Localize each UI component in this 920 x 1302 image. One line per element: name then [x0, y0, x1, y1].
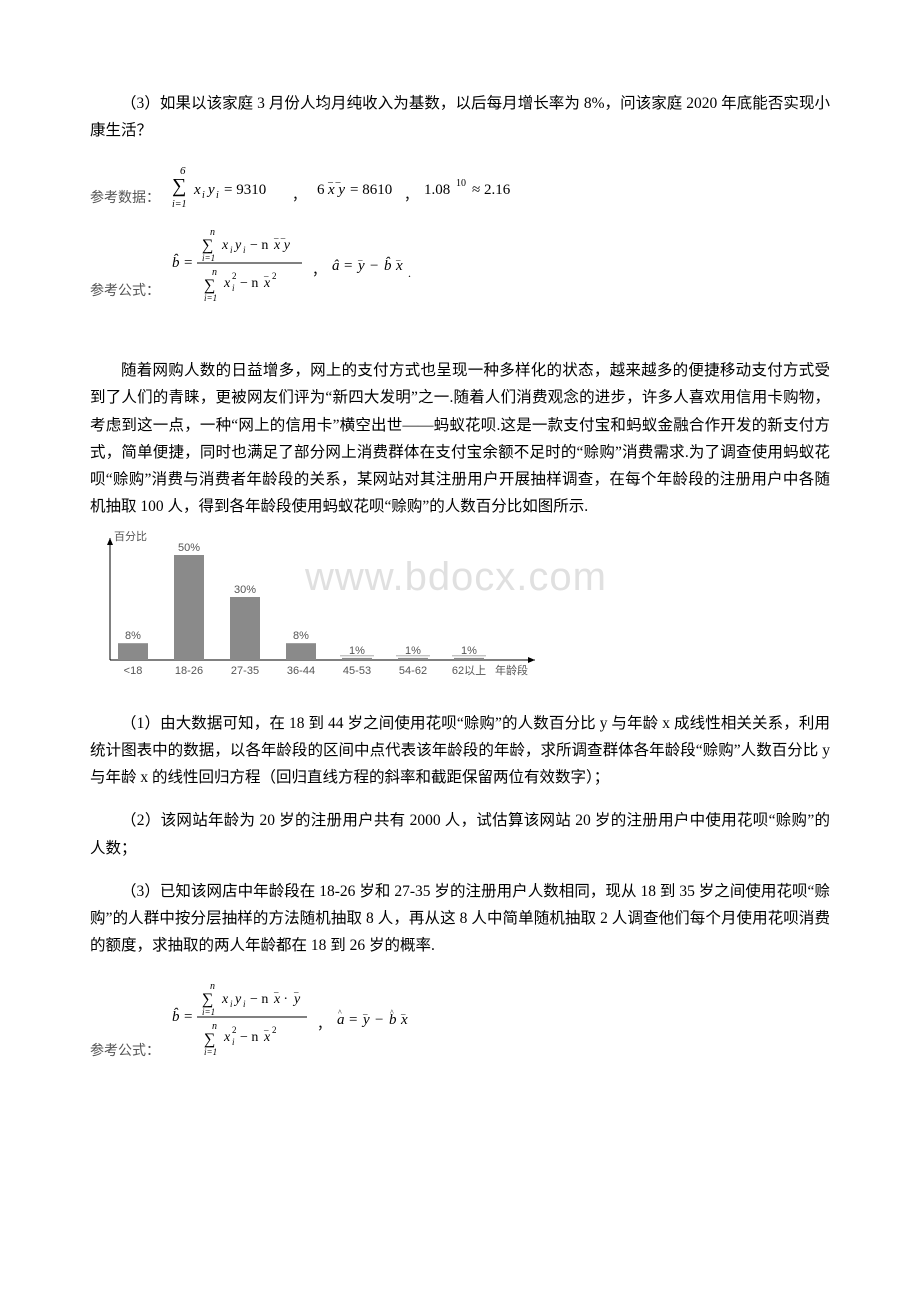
svg-text:y: y — [233, 238, 242, 253]
svg-text:8%: 8% — [293, 630, 309, 642]
svg-text:.: . — [408, 266, 411, 280]
s1-q3: （3）如果以该家庭 3 月份人均月纯收入为基数，以后每月增长率为 8%，问该家庭… — [90, 90, 830, 144]
svg-text:30%: 30% — [234, 584, 256, 596]
svg-text:x: x — [263, 1030, 271, 1045]
svg-text:− n: − n — [250, 992, 268, 1007]
ref-data-block: 参考数据： 6 ∑ i=1 x i y i = 9310 ， 6 _ _ x y… — [90, 162, 830, 310]
svg-text:− n: − n — [240, 276, 258, 291]
s2-q2: （2）该网站年龄为 20 岁的注册用户共有 2000 人，试估算该网站 20 岁… — [90, 807, 830, 861]
svg-text:y: y — [206, 182, 215, 198]
svg-text:i: i — [232, 283, 235, 293]
svg-text:− n: − n — [250, 238, 268, 253]
svg-text:x ·: x · — [273, 992, 287, 1007]
svg-text:−: − — [375, 1012, 383, 1028]
svg-text:â: â — [332, 258, 340, 274]
svg-text:∑: ∑ — [202, 991, 213, 1008]
svg-text:2: 2 — [232, 1025, 237, 1035]
svg-text:i=1: i=1 — [172, 199, 187, 210]
svg-text:x: x — [221, 992, 229, 1007]
svg-text:i=1: i=1 — [202, 253, 215, 263]
svg-text:=: = — [184, 255, 192, 271]
svg-text:∑: ∑ — [204, 277, 215, 294]
svg-text:百分比: 百分比 — [114, 530, 147, 543]
svg-text:1.08: 1.08 — [424, 182, 450, 198]
svg-text:x y: x y — [273, 238, 291, 253]
svg-text:36-44: 36-44 — [287, 665, 315, 677]
svg-text:，: ， — [317, 1018, 331, 1033]
ref-formula-1: b̂ = n ∑ i=1 x i y i − n _ _ x y n ∑ i=1… — [172, 225, 492, 310]
svg-text:1%: 1% — [405, 645, 421, 657]
svg-text:i: i — [230, 245, 233, 255]
svg-text:i: i — [232, 1037, 235, 1047]
svg-text:y: y — [292, 992, 301, 1007]
ref-formula-label-2: 参考公式： — [90, 1040, 160, 1064]
s2-intro: 随着网购人数的日益增多，网上的支付方式也呈现一种多样化的状态，越来越多的便捷移动… — [90, 357, 830, 520]
svg-text:2: 2 — [272, 271, 277, 281]
svg-text:b̂: b̂ — [172, 254, 180, 271]
svg-text:45-53: 45-53 — [343, 665, 371, 677]
svg-text:x: x — [223, 276, 231, 291]
svg-text:62以上: 62以上 — [452, 664, 486, 677]
svg-text:∑: ∑ — [202, 237, 213, 254]
age-bar-chart: 百分比 年龄段 8% <18 50% 18-26 30% 27-35 8% 36-44 1% 45… — [90, 530, 570, 685]
svg-text:∑: ∑ — [172, 175, 186, 197]
svg-text:=: = — [344, 258, 352, 274]
ref-formula-block-2: 参考公式： b̂ = n ∑ i=1 x i y i − n _ x · _ y… — [90, 979, 830, 1064]
svg-text:i: i — [243, 999, 246, 1009]
svg-text:，: ， — [312, 264, 326, 279]
svg-text:x y: x y — [327, 182, 345, 198]
svg-text:y: y — [361, 1012, 370, 1028]
s2-q3: （3）已知该网店中年龄段在 18-26 岁和 27-35 岁的注册用户人数相同，… — [90, 878, 830, 959]
svg-text:i: i — [202, 190, 205, 201]
ref-formula-2: b̂ = n ∑ i=1 x i y i − n _ x · _ y n ∑ i… — [172, 979, 492, 1064]
svg-text:b̂: b̂ — [172, 1008, 180, 1025]
svg-text:i: i — [230, 999, 233, 1009]
svg-text:年龄段: 年龄段 — [495, 663, 528, 677]
svg-text:= 8610: = 8610 — [350, 182, 392, 198]
svg-text:b̂: b̂ — [384, 257, 392, 274]
svg-text:54-62: 54-62 — [399, 665, 427, 677]
svg-text:x: x — [221, 238, 229, 253]
svg-text:i=1: i=1 — [202, 1007, 215, 1017]
svg-text:i=1: i=1 — [204, 1047, 217, 1057]
chart-container: www.bdocx.com 百分比 年龄段 8%<1850%18-2630%27… — [90, 530, 830, 690]
svg-text:≈ 2.16: ≈ 2.16 — [472, 182, 511, 198]
svg-text:27-35: 27-35 — [231, 665, 259, 677]
svg-text:=: = — [184, 1009, 192, 1025]
s2-q1: （1）由大数据可知，在 18 到 44 岁之间使用花呗“赊购”的人数百分比 y … — [90, 710, 830, 791]
svg-text:1%: 1% — [461, 645, 477, 657]
svg-text:6: 6 — [317, 182, 325, 198]
ref-formula-label-1: 参考公式： — [90, 280, 160, 310]
svg-text:x: x — [223, 1030, 231, 1045]
svg-text:50%: 50% — [178, 542, 200, 554]
ref-data-label: 参考数据： — [90, 187, 160, 217]
ref-data-formula-1: 6 ∑ i=1 x i y i = 9310 ， 6 _ _ x y = 861… — [172, 162, 552, 217]
svg-text:x: x — [263, 276, 271, 291]
svg-text:∑: ∑ — [204, 1031, 215, 1048]
svg-text:− n: − n — [240, 1030, 258, 1045]
svg-text:a: a — [337, 1012, 345, 1028]
svg-text:2: 2 — [272, 1025, 277, 1035]
svg-text:，: ， — [292, 189, 306, 204]
svg-text:i: i — [216, 190, 219, 201]
svg-text:18-26: 18-26 — [175, 665, 203, 677]
svg-text:8%: 8% — [125, 630, 141, 642]
svg-text:b: b — [389, 1012, 397, 1028]
svg-text:=: = — [349, 1012, 357, 1028]
svg-text:y: y — [356, 258, 365, 274]
svg-text:x: x — [193, 182, 201, 198]
svg-text:= 9310: = 9310 — [224, 182, 266, 198]
svg-text:，: ， — [404, 189, 418, 204]
svg-text:x: x — [400, 1012, 408, 1028]
svg-text:<18: <18 — [124, 665, 143, 677]
svg-text:y: y — [233, 992, 242, 1007]
svg-text:x: x — [395, 258, 403, 274]
svg-text:1%: 1% — [349, 645, 365, 657]
svg-text:i=1: i=1 — [204, 293, 217, 303]
svg-text:−: − — [370, 258, 378, 274]
svg-text:i: i — [243, 245, 246, 255]
svg-text:10: 10 — [456, 178, 466, 189]
svg-text:2: 2 — [232, 271, 237, 281]
